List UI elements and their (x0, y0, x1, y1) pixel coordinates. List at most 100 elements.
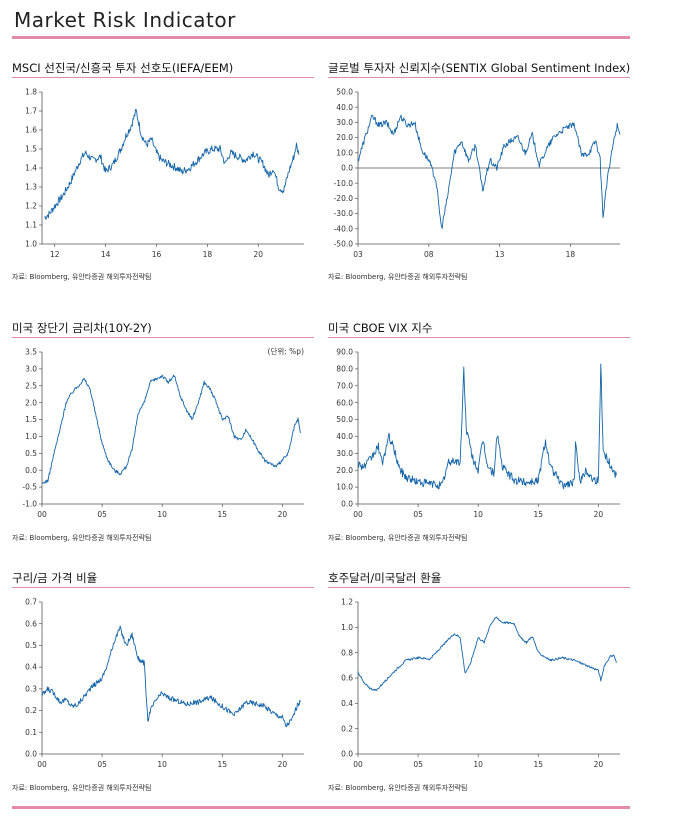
y-tick-label: 0.2 (341, 724, 353, 733)
sentix-chart: -50.0 -40.0 -30.0 -20.0 -10.0 0.0 10.0 20.0 30.0… (334, 88, 621, 259)
y-tick-label: 1.3 (25, 183, 37, 192)
panel-title-underline (12, 337, 314, 338)
y-tick-label: 0.0 (341, 750, 353, 759)
y-tick-label: -40.0 (334, 224, 354, 233)
unit-label: (단위: %p) (268, 346, 305, 356)
x-tick-label: 18 (203, 250, 213, 259)
x-tick-label: 05 (97, 760, 107, 769)
y-tick-label: 0.1 (25, 728, 37, 737)
y-tick-label: -50.0 (334, 240, 354, 249)
x-tick-label: 18 (566, 250, 576, 259)
x-tick-label: 20 (278, 510, 288, 519)
y-tick-label: 1.8 (25, 88, 37, 97)
x-tick-label: 12 (50, 250, 60, 259)
y-tick-label: 50.0 (336, 88, 353, 97)
y-tick-label: -0.5 (22, 483, 37, 492)
y-tick-label: 50.0 (336, 415, 353, 424)
y-tick-label: 60.0 (336, 398, 353, 407)
y-tick-label: 1.0 (25, 240, 37, 249)
panel-copper-gold: 구리/금 가격 비율 0.0 0.1 0.2 0.3 0.4 0.5 0.6 0.7 00 05 1… (12, 570, 314, 800)
y-tick-label: 0.0 (341, 500, 353, 509)
series-line-sentix-global (357, 114, 621, 229)
panel-title-underline (328, 77, 630, 78)
y-tick-label: 1.1 (25, 221, 37, 230)
y-tick-label: 0.5 (25, 449, 37, 458)
y-tick-label: 0.7 (25, 598, 37, 607)
x-tick-label: 05 (413, 760, 423, 769)
y-tick-label: 0.6 (341, 674, 353, 683)
source-note: 자료: Bloomberg, 유안타증권 해외투자전략팀 (12, 784, 152, 792)
x-tick-label: 15 (534, 510, 544, 519)
y-tick-label: 2.0 (25, 398, 37, 407)
x-tick-label: 05 (413, 510, 423, 519)
title-divider (12, 36, 630, 39)
y-tick-label: 20.0 (336, 466, 353, 475)
source-note: 자료: Bloomberg, 유안타증권 해외투자전략팀 (328, 534, 468, 542)
panel-title-underline (328, 337, 630, 338)
y-tick-label: 0.6 (25, 619, 37, 628)
page-title: Market Risk Indicator (14, 8, 236, 32)
msci-chart: 1.0 1.1 1.2 1.3 1.4 1.5 1.6 1.7 1.8 12 14 16 18 20 (25, 88, 304, 259)
y-tick-label: 1.7 (25, 107, 37, 116)
y-tick-label: 90.0 (336, 348, 353, 357)
y-tick-label: 10.0 (336, 483, 353, 492)
x-tick-label: 10 (157, 760, 167, 769)
x-tick-label: 00 (353, 510, 363, 519)
x-tick-label: 20 (594, 510, 604, 519)
panel-sentix: 글로벌 투자자 신뢰지수(SENTIX Global Sentiment Ind… (328, 60, 630, 290)
y-tick-label: 1.2 (341, 598, 353, 607)
panel-audusd: 호주달러/미국달러 환율 0.0 0.2 0.4 0.6 0.8 1.0 1.2 00 05 10… (328, 570, 630, 800)
y-tick-label: 0.0 (341, 164, 353, 173)
source-note: 자료: Bloomberg, 유안타증권 해외투자전략팀 (328, 784, 468, 792)
y-tick-label: 1.6 (25, 126, 37, 135)
y-tick-label: 1.0 (25, 432, 37, 441)
panel-vix: 미국 CBOE VIX 지수 0.0 10.0 20.0 30.0 40.0 50.0 60… (328, 320, 630, 550)
series-line-aud-usd (357, 616, 617, 691)
y-tick-label: 0.3 (25, 684, 37, 693)
y-tick-label: 80.0 (336, 364, 353, 373)
x-tick-label: 03 (353, 250, 363, 259)
source-note: 자료: Bloomberg, 유안타증권 해외투자전략팀 (12, 273, 152, 281)
y-tick-label: 30.0 (336, 118, 353, 127)
y-tick-label: 2.5 (25, 381, 37, 390)
panel-title: 글로벌 투자자 신뢰지수(SENTIX Global Sentiment Ind… (328, 61, 631, 75)
panel-msci: MSCI 선진국/신흥국 투자 선호도(IEFA/EEM) 1.0 1.1 1.2 1… (12, 60, 314, 290)
y-tick-label: 1.5 (25, 145, 37, 154)
x-tick-label: 10 (473, 760, 483, 769)
x-tick-label: 15 (218, 760, 228, 769)
x-tick-label: 20 (253, 250, 263, 259)
x-tick-label: 16 (152, 250, 162, 259)
x-tick-label: 10 (473, 510, 483, 519)
x-tick-label: 05 (97, 510, 107, 519)
panel-title: 미국 CBOE VIX 지수 (328, 321, 433, 335)
vix-chart: 0.0 10.0 20.0 30.0 40.0 50.0 60.0 70.0 80.0 90.0 0… (336, 348, 620, 519)
series-line-copper-gold (41, 625, 301, 728)
x-tick-label: 00 (37, 760, 47, 769)
x-tick-label: 15 (218, 510, 228, 519)
y-tick-label: 1.0 (341, 623, 353, 632)
panel-title: MSCI 선진국/신흥국 투자 선호도(IEFA/EEM) (12, 61, 234, 75)
y-tick-label: 0.8 (341, 648, 353, 657)
copper-gold-chart: 0.0 0.1 0.2 0.3 0.4 0.5 0.6 0.7 00 05 10 15 20 (25, 598, 304, 769)
source-note: 자료: Bloomberg, 유안타증권 해외투자전략팀 (328, 273, 468, 281)
y-tick-label: 0.0 (25, 750, 37, 759)
y-tick-label: 70.0 (336, 381, 353, 390)
y-tick-label: 20.0 (336, 133, 353, 142)
y-tick-label: 0.5 (25, 641, 37, 650)
y-tick-label: 1.4 (25, 164, 37, 173)
panel-title: 구리/금 가격 비율 (12, 571, 98, 585)
y-tick-label: -10.0 (334, 179, 354, 188)
x-tick-label: 15 (534, 760, 544, 769)
y-tick-label: 40.0 (336, 432, 353, 441)
y-tick-label: 40.0 (336, 103, 353, 112)
x-tick-label: 14 (101, 250, 111, 259)
y-tick-label: 0.2 (25, 706, 37, 715)
panel-spread: 미국 장단기 금리차(10Y-2Y) -1.0 -0.5 0.0 0.5 1.0 1.5 2… (12, 320, 314, 550)
panel-title-underline (12, 77, 314, 78)
y-tick-label: 3.0 (25, 364, 37, 373)
y-tick-label: 0.4 (25, 663, 37, 672)
x-tick-label: 13 (495, 250, 505, 259)
series-line-vix (357, 363, 617, 490)
panel-title: 미국 장단기 금리차(10Y-2Y) (12, 321, 152, 335)
x-tick-label: 00 (353, 760, 363, 769)
